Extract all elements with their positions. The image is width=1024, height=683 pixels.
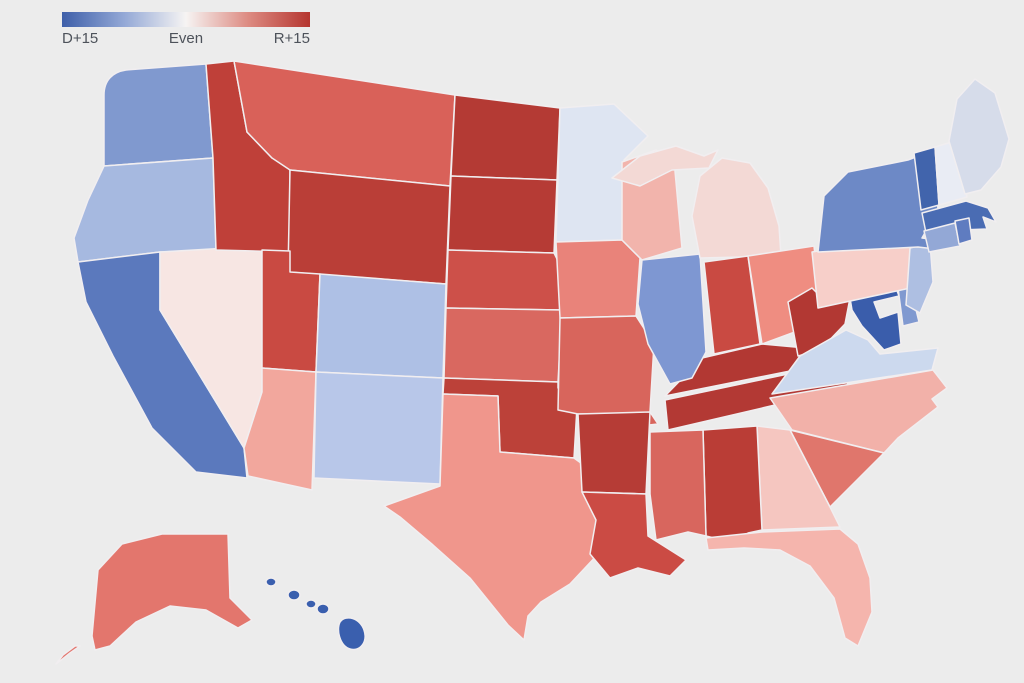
state-michigan[interactable] (691, 157, 782, 259)
state-north-dakota[interactable] (450, 94, 561, 181)
state-illinois[interactable] (637, 253, 707, 385)
state-indiana[interactable] (703, 255, 761, 355)
state-alaska[interactable] (91, 533, 253, 651)
map-legend: D+15 Even R+15 (62, 12, 310, 47)
legend-label-even: Even (168, 30, 204, 47)
state-south-dakota[interactable] (447, 175, 558, 254)
state-rhode-island[interactable] (954, 217, 973, 245)
state-florida[interactable] (705, 528, 873, 647)
state-connecticut[interactable] (923, 222, 961, 253)
state-missouri[interactable] (557, 315, 659, 427)
state-new-hampshire[interactable] (934, 140, 968, 206)
state-louisiana[interactable] (581, 491, 687, 579)
state-alabama[interactable] (702, 425, 763, 547)
states-group (55, 60, 1010, 665)
state-new-jersey[interactable] (905, 242, 934, 314)
state-new-mexico[interactable] (313, 371, 444, 485)
state-kansas[interactable] (443, 307, 563, 383)
state-alaska-aleutians[interactable] (55, 645, 81, 665)
legend-label-democrat: D+15 (62, 30, 99, 47)
state-arkansas[interactable] (577, 411, 651, 495)
state-colorado[interactable] (315, 273, 447, 379)
legend-label-republican: R+15 (273, 30, 310, 47)
legend-labels: D+15 Even R+15 (62, 30, 310, 47)
state-mississippi[interactable] (649, 429, 707, 541)
state-wyoming[interactable] (287, 169, 451, 285)
state-oregon[interactable] (73, 157, 217, 263)
state-michigan-upper-peninsula[interactable] (611, 145, 719, 187)
state-maine[interactable] (948, 78, 1010, 195)
state-virginia[interactable] (771, 329, 939, 395)
state-iowa[interactable] (555, 239, 641, 319)
state-hawaii[interactable] (265, 577, 366, 651)
state-nebraska[interactable] (445, 249, 563, 311)
legend-gradient-bar (62, 12, 310, 27)
state-texas[interactable] (383, 393, 608, 641)
state-washington[interactable] (103, 63, 214, 167)
